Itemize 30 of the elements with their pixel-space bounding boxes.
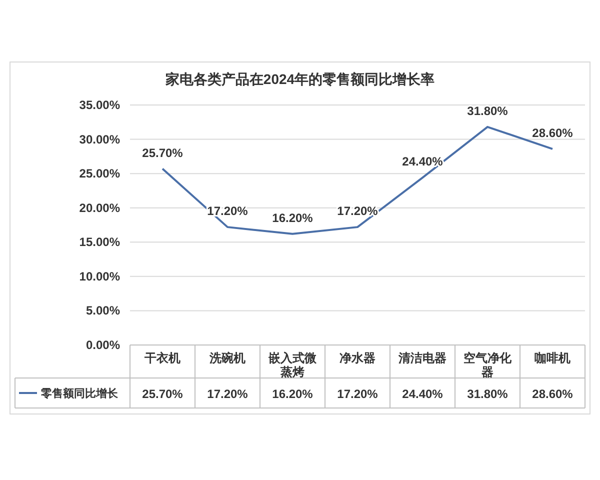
text: 17.20% bbox=[337, 204, 378, 218]
y-tick-label: 25.00% bbox=[79, 166, 120, 181]
x-tick-label: 洗碗机 bbox=[208, 351, 246, 365]
text: 16.20% bbox=[272, 210, 313, 225]
y-tick-label: 20.00% bbox=[79, 200, 120, 215]
data-label: 17.20% bbox=[337, 387, 378, 401]
data-label: 28.60% bbox=[532, 387, 574, 401]
data-label: 16.20% bbox=[272, 387, 314, 401]
x-tick-label: 咖啡机 bbox=[534, 351, 570, 365]
text: 25.70% bbox=[142, 146, 183, 160]
x-tick-label: 净水器 bbox=[340, 351, 376, 365]
x-tick-label: 嵌入式微蒸烤 bbox=[268, 351, 318, 379]
text: 31.80% bbox=[467, 104, 508, 118]
y-tick-label: 0.00% bbox=[86, 338, 120, 352]
y-tick-label: 35.00% bbox=[79, 98, 120, 112]
text: 24.40% bbox=[402, 154, 443, 169]
data-label: 17.20% bbox=[207, 387, 248, 401]
data-label: 31.80% bbox=[467, 387, 508, 401]
text: 28.60% bbox=[532, 126, 573, 140]
x-tick-label: 干衣机 bbox=[144, 351, 180, 365]
y-tick-label: 30.00% bbox=[79, 132, 120, 146]
y-tick-label: 10.00% bbox=[79, 269, 120, 284]
x-tick-label: 空气净化器 bbox=[464, 351, 512, 379]
data-label: 25.70% bbox=[142, 387, 184, 401]
x-tick-label: 清洁电器 bbox=[398, 351, 446, 365]
chart-title: 家电各类产品在2024年的零售额同比增长率 bbox=[164, 71, 435, 87]
data-label: 24.40% bbox=[402, 387, 444, 401]
legend-label: 零售额同比增长 bbox=[40, 387, 119, 400]
y-tick-label: 15.00% bbox=[79, 235, 120, 250]
y-tick-label: 5.00% bbox=[86, 304, 120, 318]
